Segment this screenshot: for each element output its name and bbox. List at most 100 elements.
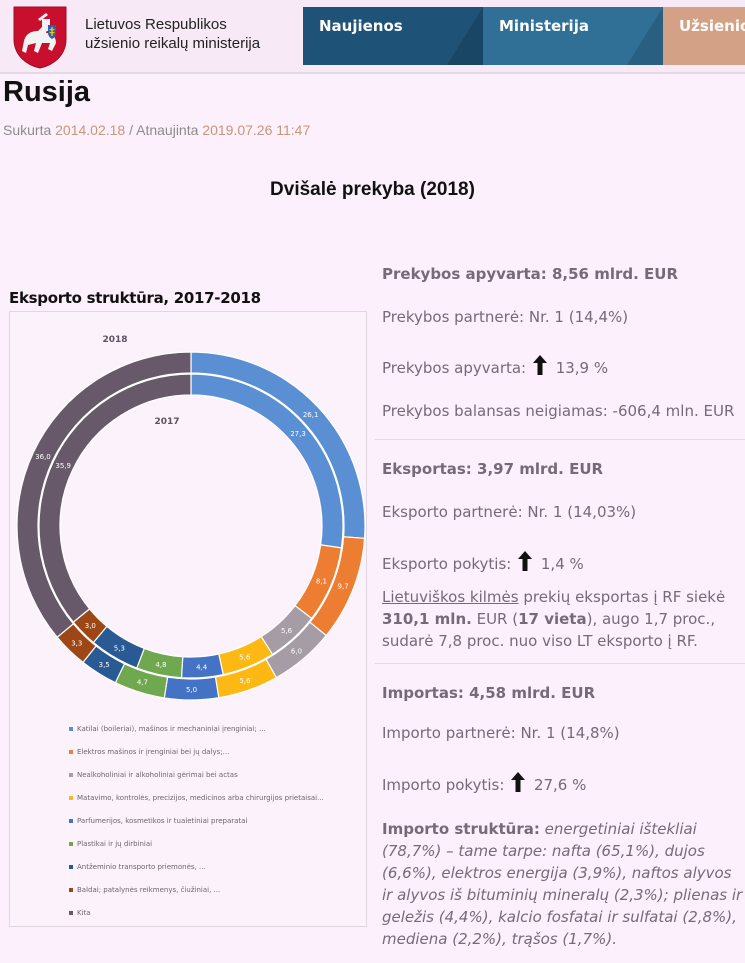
legend-label: Antžeminio transporto priemonės, ... xyxy=(77,862,206,871)
donut-data-label-2017-0: 27,3 xyxy=(290,430,306,438)
donut-data-label-2018-8: 36,0 xyxy=(35,453,51,461)
legend-item: Baldai; patalynės reikmenys, čiužiniai, … xyxy=(69,878,324,901)
donut-data-label-2017-3: 5,6 xyxy=(239,653,251,661)
legend-label: Plastikai ir jų dirbiniai xyxy=(77,839,153,848)
legend-item: Plastikai ir jų dirbiniai xyxy=(69,832,324,855)
legend-item: Parfumerijos, kosmetikos ir tualetiniai … xyxy=(69,809,324,832)
legend-swatch xyxy=(69,864,73,869)
lt-origin-link[interactable]: Lietuviškos kilmės xyxy=(382,588,519,606)
donut-data-label-2018-4: 5,0 xyxy=(186,686,197,694)
site-header: Lietuvos Respublikos užsienio reikalų mi… xyxy=(0,0,745,74)
nav-tab-uzsienio[interactable]: Užsienio xyxy=(663,7,745,65)
trade-balance: Prekybos balansas neigiamas: -606,4 mln.… xyxy=(382,402,735,420)
legend-item: Kita xyxy=(69,901,324,924)
section-title: Dvišalė prekyba (2018) xyxy=(270,179,475,200)
turnover-change-value: 13,9 % xyxy=(555,359,609,377)
tab-shade xyxy=(447,7,483,65)
paragraph-text: ), augo 1,7 proc., sudarė 7,8 proc. nuo … xyxy=(382,610,716,650)
nav-tab-label: Naujienos xyxy=(319,17,403,35)
page-dates: Sukurta 2014.02.18 / Atnaujinta 2019.07.… xyxy=(3,122,310,138)
legend-label: Nealkoholiniai ir alkoholiniai gėrimai b… xyxy=(77,770,238,779)
legend-label: Parfumerijos, kosmetikos ir tualetiniai … xyxy=(77,816,248,825)
donut-data-label-2018-6: 3,5 xyxy=(99,661,110,669)
divider xyxy=(375,439,745,440)
legend-label: Katilai (boileriai), mašinos ir mechanin… xyxy=(77,724,266,733)
updated-date: 2019.07.26 11:47 xyxy=(202,122,311,138)
created-date: 2014.02.18 xyxy=(55,122,126,138)
nav-tab-ministerija[interactable]: Ministerija xyxy=(483,7,663,65)
export-partner: Eksporto partnerė: Nr. 1 (14,03%) xyxy=(382,503,637,521)
nav-tab-naujienos[interactable]: Naujienos xyxy=(303,7,483,65)
legend-swatch xyxy=(69,887,73,892)
tab-shade xyxy=(627,7,663,65)
import-structure-paragraph: Importo struktūra: energetiniai išteklia… xyxy=(382,818,744,950)
donut-segment-2017-8 xyxy=(38,373,192,623)
nav-tab-label: Ministerija xyxy=(499,17,589,35)
legend-swatch xyxy=(69,818,73,823)
legend-item: Matavimo, kontrolės, precizijos, medicin… xyxy=(69,786,324,809)
donut-data-label-2017-8: 35,9 xyxy=(55,462,71,470)
paragraph-text: prekių eksportas į RF siekė xyxy=(518,588,726,606)
donut-data-label-2017-2: 5,6 xyxy=(281,627,293,635)
lt-origin-export-paragraph: Lietuviškos kilmės prekių eksportas į RF… xyxy=(382,586,744,652)
donut-data-label-2017-1: 8,1 xyxy=(316,577,327,585)
legend-label: Kita xyxy=(77,908,91,917)
export-change-value: 1,4 % xyxy=(540,555,584,573)
coat-of-arms-logo[interactable] xyxy=(12,5,68,69)
donut-data-label-2017-7: 3,0 xyxy=(85,622,96,630)
legend-item: Elektros mašinos ir įrenginiai bei jų da… xyxy=(69,740,324,763)
import-partner: Importo partnerė: Nr. 1 (14,8%) xyxy=(382,724,620,742)
ministry-name-line2: užsienio reikalų ministerija xyxy=(85,35,261,52)
updated-label: Atnaujinta xyxy=(136,122,199,138)
export-change: Eksporto pokytis: 1,4 % xyxy=(382,551,584,573)
ministry-name[interactable]: Lietuvos Respublikos užsienio reikalų mi… xyxy=(85,15,260,53)
arrow-up-icon xyxy=(518,551,533,571)
donut-data-label-2018-3: 5,6 xyxy=(239,677,251,685)
legend-item: Antžeminio transporto priemonės, ... xyxy=(69,855,324,878)
legend-item: Katilai (boileriai), mašinos ir mechanin… xyxy=(69,717,324,740)
import-structure-label: Importo struktūra: xyxy=(382,820,540,838)
export-change-label: Eksporto pokytis: xyxy=(382,555,512,573)
donut-data-label-2018-0: 26,1 xyxy=(303,411,319,419)
import-change: Importo pokytis: 27,6 % xyxy=(382,772,586,794)
donut-data-label-2018-5: 4,7 xyxy=(137,679,148,687)
donut-chart-svg: 26,1 9,7 6,0 5,6 5,0 4,7 3,5 3,3 36,0 27,3 8,1 5,6 5… xyxy=(16,335,366,701)
arrow-up-icon xyxy=(511,772,526,792)
chart-heading: Eksporto struktūra, 2017-2018 xyxy=(9,289,261,307)
paragraph-text: EUR ( xyxy=(471,610,519,628)
legend-swatch xyxy=(69,795,73,800)
nav-tab-label: Užsienio xyxy=(679,17,745,35)
lt-origin-amount: 310,1 mln. xyxy=(382,610,472,628)
legend-swatch xyxy=(69,726,73,731)
turnover-change: Prekybos apyvarta: 13,9 % xyxy=(382,355,608,377)
legend-swatch xyxy=(69,749,73,754)
donut-data-label-2018-1: 9,7 xyxy=(338,583,349,591)
chart-legend: Katilai (boileriai), mašinos ir mechanin… xyxy=(69,717,324,924)
export-title: Eksportas: 3,97 mlrd. EUR xyxy=(382,460,604,478)
legend-label: Matavimo, kontrolės, precizijos, medicin… xyxy=(77,793,324,802)
legend-item: Nealkoholiniai ir alkoholiniai gėrimai b… xyxy=(69,763,324,786)
turnover-title: Prekybos apyvarta: 8,56 mlrd. EUR xyxy=(382,265,678,283)
import-change-value: 27,6 % xyxy=(533,776,587,794)
donut-data-label-2018-7: 3,3 xyxy=(71,639,82,647)
lt-origin-rank: 17 vieta xyxy=(518,610,587,628)
created-label: Sukurta xyxy=(3,122,52,138)
trade-partner: Prekybos partnerė: Nr. 1 (14,4%) xyxy=(382,308,629,326)
export-structure-chart: 26,1 9,7 6,0 5,6 5,0 4,7 3,5 3,3 36,0 27,3 8,1 5,6 5… xyxy=(9,311,367,927)
legend-swatch xyxy=(69,772,73,777)
donut-segment-2018-8 xyxy=(16,351,192,639)
ring-label-inner: 2017 xyxy=(154,417,179,427)
donut-data-label-2018-2: 6,0 xyxy=(291,647,302,655)
ministry-name-line1: Lietuvos Respublikos xyxy=(85,16,227,33)
turnover-change-label: Prekybos apyvarta: xyxy=(382,359,527,377)
donut-data-label-2017-6: 5,3 xyxy=(114,645,125,653)
donut-data-label-2017-5: 4,8 xyxy=(155,661,166,669)
date-separator: / xyxy=(129,122,133,138)
ring-label-outer: 2018 xyxy=(102,335,127,345)
donut-data-label-2017-4: 4,4 xyxy=(196,664,208,672)
legend-label: Baldai; patalynės reikmenys, čiužiniai, … xyxy=(77,885,221,894)
import-change-label: Importo pokytis: xyxy=(382,776,505,794)
donut-segment-2017-0 xyxy=(190,373,344,549)
divider xyxy=(375,663,745,664)
legend-swatch xyxy=(69,910,73,915)
